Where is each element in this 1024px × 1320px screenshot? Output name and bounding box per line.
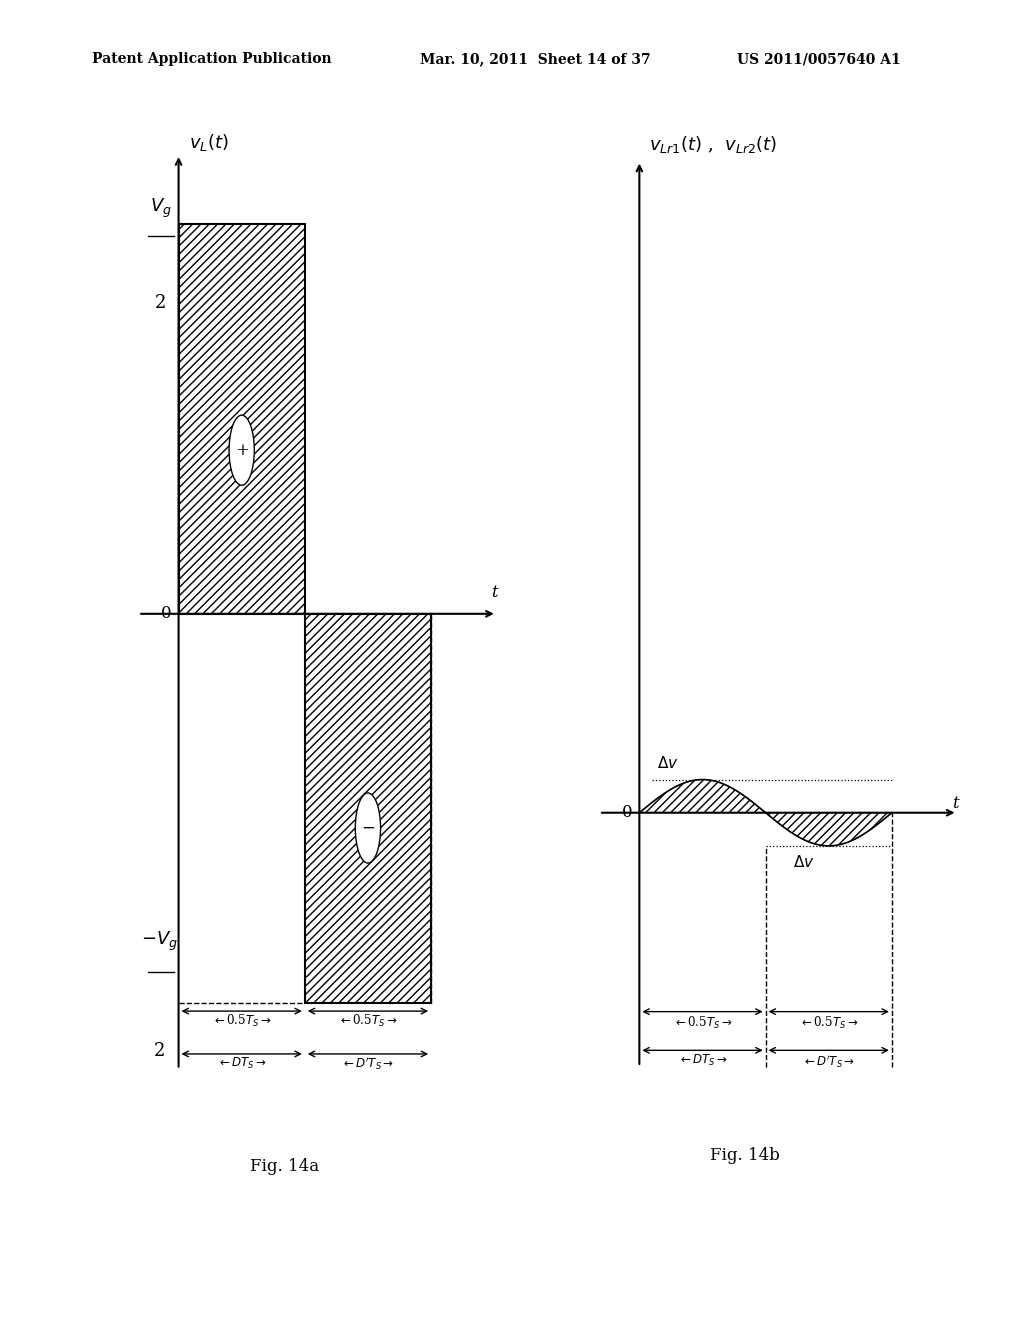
Ellipse shape: [229, 416, 254, 486]
Text: $V_g$: $V_g$: [150, 197, 172, 220]
Text: $\leftarrow$$DT_S$$\rightarrow$: $\leftarrow$$DT_S$$\rightarrow$: [678, 1053, 727, 1068]
Bar: [178, 224, 305, 614]
Text: $\leftarrow$0.5$T_S$$\rightarrow$: $\leftarrow$0.5$T_S$$\rightarrow$: [338, 1012, 397, 1030]
Ellipse shape: [355, 793, 381, 863]
Text: t: t: [951, 796, 958, 812]
Text: $\leftarrow$0.5$T_S$$\rightarrow$: $\leftarrow$0.5$T_S$$\rightarrow$: [212, 1012, 271, 1030]
Text: $-V_g$: $-V_g$: [141, 929, 178, 953]
Text: Patent Application Publication: Patent Application Publication: [92, 53, 332, 66]
Text: 0: 0: [622, 804, 632, 821]
Text: US 2011/0057640 A1: US 2011/0057640 A1: [737, 53, 901, 66]
Text: 0: 0: [161, 606, 171, 622]
Text: $\leftarrow$0.5$T_S$$\rightarrow$: $\leftarrow$0.5$T_S$$\rightarrow$: [673, 1014, 732, 1031]
Text: Fig. 14b: Fig. 14b: [711, 1147, 780, 1164]
Text: 2: 2: [154, 1043, 165, 1060]
Text: $\leftarrow$$D'T_S$$\rightarrow$: $\leftarrow$$D'T_S$$\rightarrow$: [802, 1053, 855, 1069]
Text: Mar. 10, 2011  Sheet 14 of 37: Mar. 10, 2011 Sheet 14 of 37: [420, 53, 650, 66]
Text: Fig. 14a: Fig. 14a: [250, 1159, 319, 1175]
Bar: [305, 614, 431, 1003]
Text: +: +: [234, 442, 249, 459]
Text: $\leftarrow$0.5$T_S$$\rightarrow$: $\leftarrow$0.5$T_S$$\rightarrow$: [799, 1014, 858, 1031]
Text: $\Delta v$: $\Delta v$: [657, 755, 679, 771]
Text: −: −: [361, 820, 375, 837]
Text: t: t: [490, 583, 498, 601]
Text: $v_L(t)$: $v_L(t)$: [188, 132, 228, 153]
Text: $v_{Lr1}(t)$ ,  $v_{Lr2}(t)$: $v_{Lr1}(t)$ , $v_{Lr2}(t)$: [649, 133, 778, 154]
Text: $\leftarrow$$DT_S$$\rightarrow$: $\leftarrow$$DT_S$$\rightarrow$: [217, 1056, 266, 1071]
Text: $\Delta v$: $\Delta v$: [793, 854, 814, 870]
Text: 2: 2: [156, 294, 167, 313]
Text: $\leftarrow$$D'T_S$$\rightarrow$: $\leftarrow$$D'T_S$$\rightarrow$: [341, 1056, 394, 1072]
